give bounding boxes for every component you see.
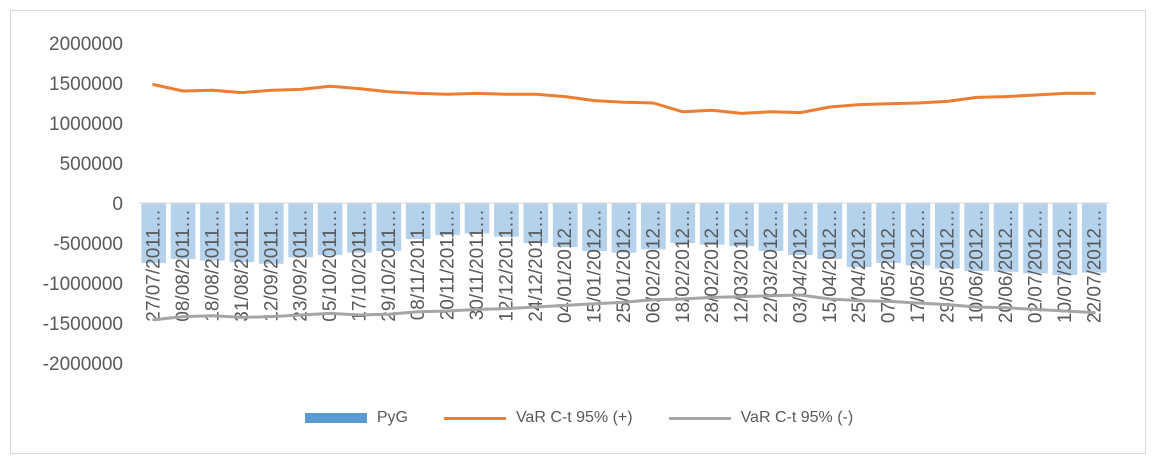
- bar-pyg: [523, 203, 549, 243]
- bar-pyg: [758, 203, 784, 251]
- x-tick-label: 20/06/2012…: [996, 209, 1017, 323]
- bar-pyg: [288, 203, 314, 258]
- legend-item-pyg: PyG: [304, 409, 408, 427]
- legend-swatch-pyg: [304, 413, 367, 423]
- bar-pyg: [876, 203, 901, 263]
- x-tick-label: 22/07/2012…: [1084, 209, 1105, 323]
- y-tick-label: -500000: [53, 234, 123, 255]
- legend-label-var-neg: VaR C-t 95% (-): [740, 409, 854, 426]
- legend-item-var-pos: VaR C-t 95% (+): [443, 409, 633, 427]
- x-tick-label: 31/08/2011…: [232, 209, 253, 322]
- y-tick-label: 2000000: [49, 34, 123, 55]
- bar-pyg: [729, 203, 754, 247]
- x-tick-label: 07/05/2012…: [879, 209, 900, 323]
- chart-canvas: 2000000 1500000 1000000 500000 0 -500000 -1000…: [43, 34, 1109, 375]
- bar-pyg: [464, 203, 490, 234]
- x-tick-label: 29/10/2011…: [379, 209, 400, 322]
- bar-pyg: [1052, 203, 1078, 275]
- y-tick-label: 1500000: [49, 74, 123, 95]
- x-tick-label: 27/07/2011…: [144, 209, 165, 322]
- bar-pyg: [846, 203, 872, 267]
- y-tick-label: 0: [112, 194, 123, 215]
- x-tick-label: 06/02/2012…: [643, 209, 664, 323]
- y-tick-label: -2000000: [43, 354, 123, 375]
- bar-pyg: [317, 203, 343, 255]
- x-tick-label: 23/09/2011…: [291, 209, 312, 322]
- x-tick-label: 28/02/2012…: [702, 209, 723, 323]
- bar-pyg: [670, 203, 696, 243]
- x-tick-label: 15/01/2012…: [585, 209, 606, 323]
- x-tick-label: 22/03/2012…: [761, 209, 782, 323]
- x-tick-label: 18/02/2012…: [673, 209, 694, 323]
- y-tick-label: 500000: [60, 154, 123, 175]
- bar-pyg: [641, 203, 666, 250]
- legend: PyG VaR C-t 95% (+) VaR C-t 95% (-): [11, 403, 1147, 433]
- legend-swatch-var-pos: [443, 416, 506, 420]
- x-tick-label: 25/01/2012…: [614, 209, 635, 323]
- x-tick-label: 12/12/2011…: [496, 209, 517, 322]
- x-tick-label: 29/05/2012…: [937, 209, 958, 323]
- y-tick-label: -1000000: [43, 274, 123, 295]
- x-tick-label: 18/08/2011…: [202, 209, 223, 322]
- bar-pyg: [258, 203, 284, 264]
- bar-pyg: [229, 203, 255, 263]
- x-tick-label: 10/06/2012…: [967, 209, 988, 323]
- bar-pyg: [993, 203, 1019, 272]
- y-tick-label: 1000000: [49, 114, 123, 135]
- bar-pyg: [817, 203, 843, 259]
- x-tick-label: 17/10/2011…: [349, 209, 370, 322]
- x-tick-label: 08/08/2011…: [173, 209, 194, 322]
- bar-pyg: [699, 203, 725, 245]
- x-tick-label: 15/04/2012…: [820, 209, 841, 323]
- x-tick-label: 10/07/2012…: [1055, 209, 1076, 323]
- bar-pyg: [552, 203, 578, 247]
- legend-item-var-neg: VaR C-t 95% (-): [668, 409, 854, 427]
- bar-pyg: [788, 203, 813, 255]
- bar-pyg: [905, 203, 931, 266]
- bar-pyg: [582, 203, 607, 251]
- chart-frame: 2000000 1500000 1000000 500000 0 -500000 -1000…: [10, 10, 1146, 454]
- x-tick-label: 17/05/2012…: [908, 209, 929, 323]
- bar-pyg: [611, 203, 637, 253]
- line-var-pos: [152, 83, 1096, 115]
- bar-pyg: [170, 203, 196, 259]
- x-tick-label: 03/04/2012…: [790, 209, 811, 323]
- bar-pyg: [1081, 203, 1107, 273]
- legend-swatch-var-neg: [668, 416, 731, 420]
- y-tick-label: -1500000: [43, 314, 123, 335]
- bar-pyg: [435, 203, 460, 235]
- line-var-neg: [152, 293, 1096, 322]
- x-tick-label: 05/10/2011…: [320, 209, 341, 322]
- x-tick-label: 30/11/2011…: [467, 209, 488, 320]
- legend-label-var-pos: VaR C-t 95% (+): [515, 409, 633, 426]
- x-tick-label: 24/12/2011…: [526, 209, 547, 322]
- bar-pyg: [405, 203, 431, 239]
- bar-pyg: [964, 203, 990, 271]
- x-tick-label: 25/04/2012…: [849, 209, 870, 323]
- bar-pyg: [494, 203, 519, 237]
- x-tick-label: 04/01/2012…: [555, 209, 576, 323]
- bar-pyg: [141, 203, 167, 263]
- bar-pyg: [376, 203, 402, 251]
- bar-pyg: [934, 203, 960, 269]
- bar-pyg: [347, 203, 372, 253]
- x-tick-label: 12/09/2011…: [261, 209, 282, 322]
- x-tick-label: 20/11/2011…: [438, 209, 459, 320]
- x-tick-label: 02/07/2012…: [1026, 209, 1047, 323]
- x-tick-label: 08/11/2011…: [408, 209, 429, 320]
- bar-pyg: [1023, 203, 1048, 274]
- x-tick-label: 12/03/2012…: [732, 209, 753, 323]
- bar-pyg: [200, 203, 225, 261]
- legend-label-pyg: PyG: [376, 409, 408, 426]
